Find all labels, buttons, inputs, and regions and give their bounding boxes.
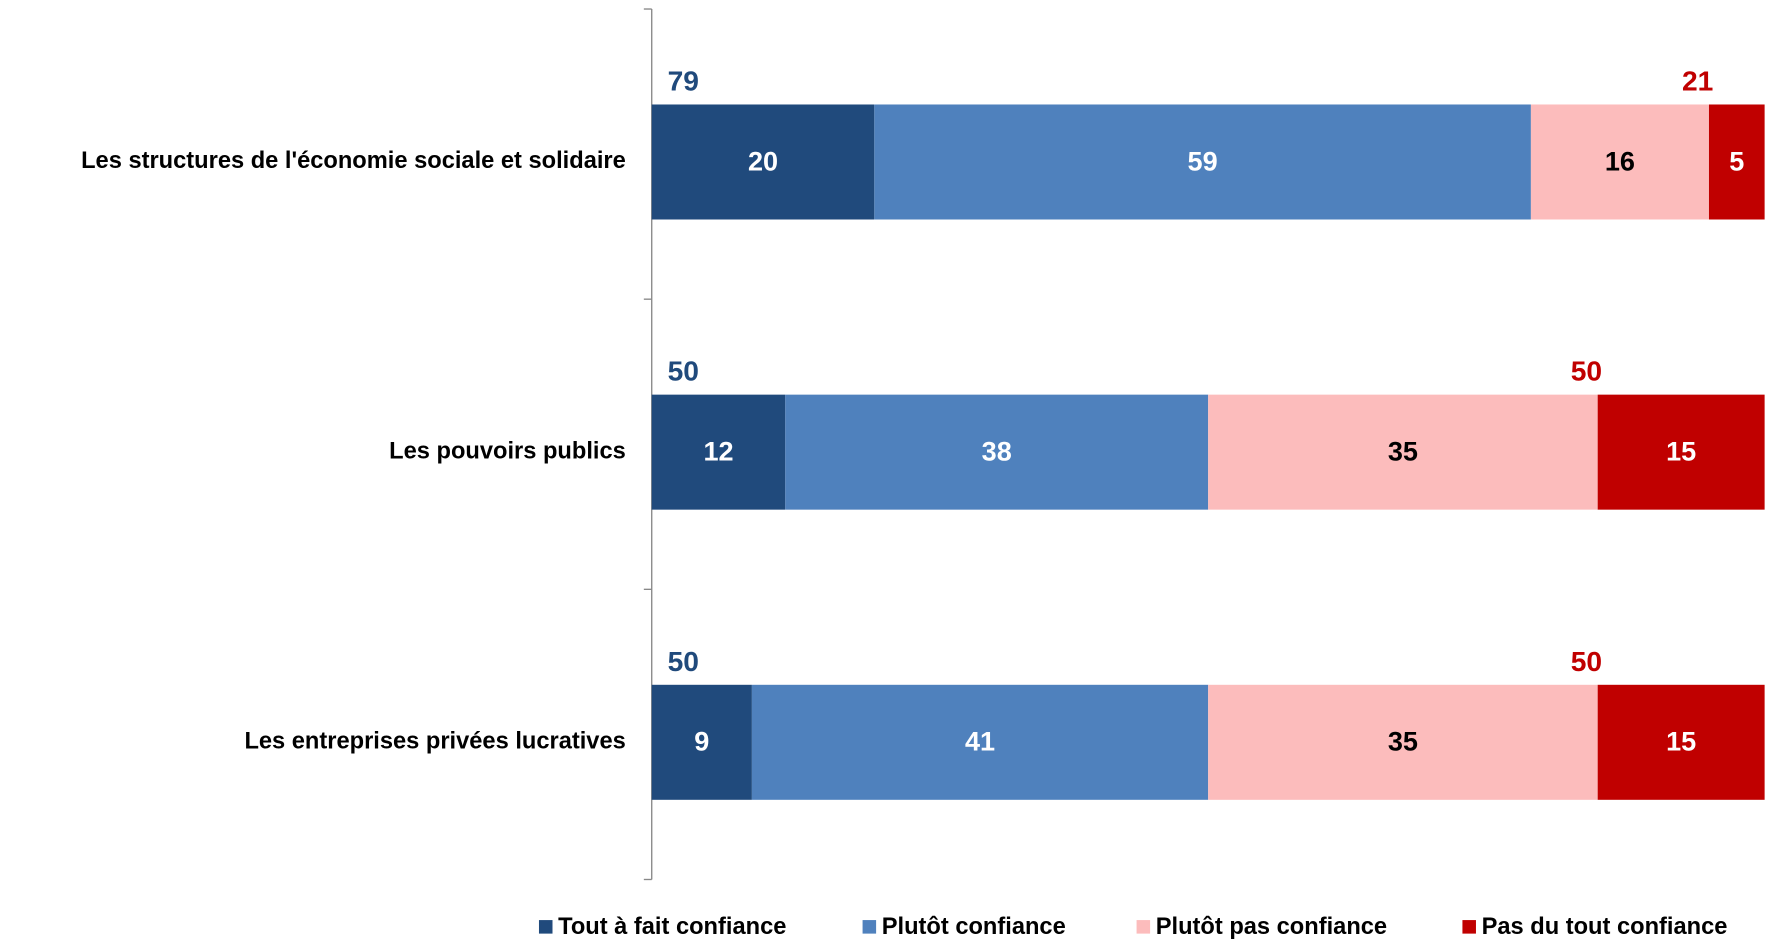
legend-swatch [538,920,553,934]
bar-value-label: 20 [748,146,778,176]
category-label: Les structures de l'économie sociale et … [81,148,626,174]
bar-value-label: 38 [982,436,1012,466]
legend-label: Tout à fait confiance [558,914,786,940]
plot-area: Les structures de l'économie sociale et … [81,8,1765,940]
bar-value-label: 15 [1666,727,1696,757]
bar-segment [1208,684,1598,800]
legend-swatch [1462,920,1476,934]
bar-segment [651,684,752,800]
legend-label: Plutôt pas confiance [1156,914,1387,940]
bar-value-label: 35 [1388,436,1418,466]
bar-segment [874,104,1531,220]
negative-total-label: 21 [1682,65,1713,97]
bar-segment [785,394,1209,510]
legend-swatch [862,920,877,934]
bar-value-label: 35 [1388,727,1418,757]
bar-value-label: 59 [1188,146,1218,176]
legend-label: Pas du tout confiance [1482,914,1728,940]
negative-total-label: 50 [1571,645,1602,677]
bar-segment [651,104,875,220]
bar-value-label: 16 [1605,146,1635,176]
positive-total-label: 79 [668,65,699,97]
bar-segment [1708,104,1765,220]
bar-segment [651,394,786,510]
bar-segment [751,684,1209,800]
bar-value-label: 15 [1666,436,1696,466]
bar-value-label: 12 [703,436,733,466]
category-label: Les entreprises privées lucratives [244,729,625,755]
bar-segment [1530,104,1709,220]
category-label: Les pouvoirs publics [389,438,626,464]
positive-total-label: 50 [668,645,699,677]
bar-value-label: 9 [694,727,709,757]
positive-total-label: 50 [668,355,699,387]
bar-value-label: 41 [965,727,995,757]
bar-segment [1597,394,1765,510]
bar-segment [1208,394,1598,510]
bar-segment [1597,684,1765,800]
legend-swatch [1136,920,1151,934]
legend-label: Plutôt confiance [882,914,1066,940]
bar-value-label: 5 [1729,146,1744,176]
negative-total-label: 50 [1571,355,1602,387]
